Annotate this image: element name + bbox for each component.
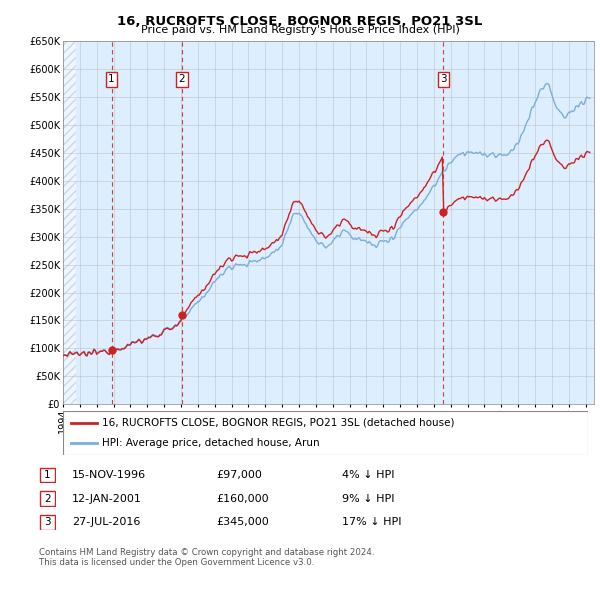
Text: HPI: Average price, detached house, Arun: HPI: Average price, detached house, Arun	[103, 438, 320, 448]
Text: 3: 3	[440, 74, 447, 84]
Bar	[63, 41, 76, 404]
Text: 9% ↓ HPI: 9% ↓ HPI	[342, 494, 395, 503]
Text: 16, RUCROFTS CLOSE, BOGNOR REGIS, PO21 3SL (detached house): 16, RUCROFTS CLOSE, BOGNOR REGIS, PO21 3…	[103, 418, 455, 428]
FancyBboxPatch shape	[63, 411, 588, 455]
Text: Contains HM Land Registry data © Crown copyright and database right 2024.
This d: Contains HM Land Registry data © Crown c…	[39, 548, 374, 567]
Text: 17% ↓ HPI: 17% ↓ HPI	[342, 517, 401, 527]
Text: 4% ↓ HPI: 4% ↓ HPI	[342, 470, 395, 480]
Text: 16, RUCROFTS CLOSE, BOGNOR REGIS, PO21 3SL: 16, RUCROFTS CLOSE, BOGNOR REGIS, PO21 3…	[118, 15, 482, 28]
FancyBboxPatch shape	[40, 491, 55, 506]
Text: £97,000: £97,000	[216, 470, 262, 480]
Text: 3: 3	[44, 517, 51, 527]
Text: 1: 1	[108, 74, 115, 84]
Text: 15-NOV-1996: 15-NOV-1996	[72, 470, 146, 480]
Text: 27-JUL-2016: 27-JUL-2016	[72, 517, 140, 527]
FancyBboxPatch shape	[40, 514, 55, 530]
Text: 1: 1	[44, 470, 51, 480]
Text: 2: 2	[44, 494, 51, 503]
FancyBboxPatch shape	[40, 467, 55, 483]
Text: 12-JAN-2001: 12-JAN-2001	[72, 494, 142, 503]
Text: 2: 2	[178, 74, 185, 84]
Text: £160,000: £160,000	[216, 494, 269, 503]
Text: Price paid vs. HM Land Registry's House Price Index (HPI): Price paid vs. HM Land Registry's House …	[140, 25, 460, 35]
Text: £345,000: £345,000	[216, 517, 269, 527]
